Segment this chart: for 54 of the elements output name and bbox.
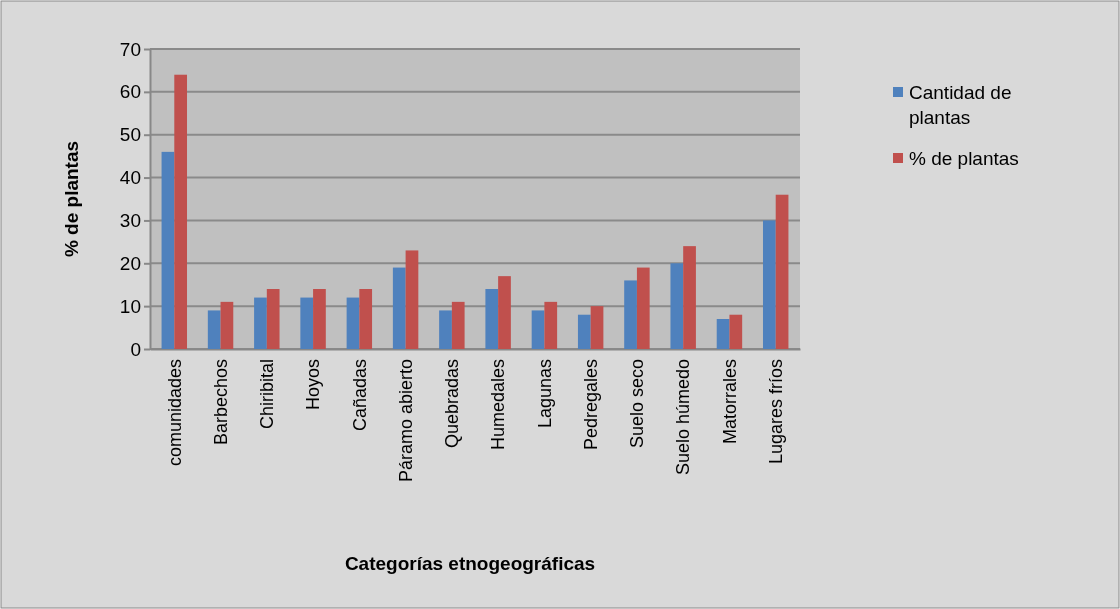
bar — [624, 280, 637, 349]
x-tick-label: Páramo abierto — [395, 359, 416, 483]
y-tick-label: 70 — [119, 38, 141, 60]
x-tick-label: Matorrales — [719, 359, 740, 445]
bar — [392, 267, 406, 349]
bar — [220, 301, 234, 349]
x-tick-label: Quebradas — [442, 359, 463, 449]
bar — [359, 289, 373, 349]
y-axis-title: % de plantas — [61, 140, 82, 258]
bar — [300, 297, 314, 349]
legend-label: % de plantas — [909, 148, 1019, 169]
bar — [636, 267, 650, 349]
bar — [346, 297, 360, 349]
x-tick-label: comunidades — [164, 359, 185, 467]
x-tick-label: Cañadas — [349, 359, 370, 432]
bar — [266, 289, 280, 349]
y-tick-label: 0 — [130, 338, 141, 360]
x-axis-title: Categorías etnogeográficas — [344, 553, 596, 574]
bar — [451, 301, 465, 349]
x-tick-label: Hoyos — [303, 359, 324, 411]
bar — [405, 250, 419, 349]
bar — [775, 194, 789, 349]
bar — [716, 319, 730, 349]
bar — [439, 310, 452, 349]
bar — [313, 289, 326, 349]
y-tick-label: 10 — [119, 295, 141, 317]
bar — [207, 310, 221, 349]
y-tick-label: 20 — [119, 252, 141, 274]
bar — [729, 314, 743, 349]
y-tick-label: 60 — [119, 81, 141, 103]
bar — [544, 301, 558, 349]
bar — [161, 151, 175, 349]
legend-label: Cantidad de plantas — [909, 82, 1012, 128]
y-tick-label: 30 — [119, 210, 141, 232]
bar — [485, 289, 499, 349]
bar — [670, 263, 684, 349]
bar — [762, 220, 776, 349]
x-tick-label: Chiribital — [257, 359, 278, 430]
x-tick-label: Suelo húmedo — [673, 359, 694, 476]
x-tick-label: Suelo seco — [627, 359, 648, 449]
bar — [531, 310, 545, 349]
x-tick-label: Barbechos — [210, 359, 231, 446]
x-tick-label: Lugares fríos — [766, 359, 787, 465]
bar — [174, 74, 188, 349]
y-tick-label: 40 — [119, 167, 141, 189]
x-tick-label: Humedales — [488, 359, 509, 451]
bar — [590, 306, 604, 349]
bar — [254, 297, 267, 349]
y-tick-label: 50 — [119, 124, 141, 146]
bar — [683, 246, 696, 349]
bar — [498, 276, 511, 349]
bar — [577, 314, 591, 349]
x-tick-label: Lagunas — [534, 359, 555, 429]
x-tick-label: Pedregales — [580, 359, 601, 451]
